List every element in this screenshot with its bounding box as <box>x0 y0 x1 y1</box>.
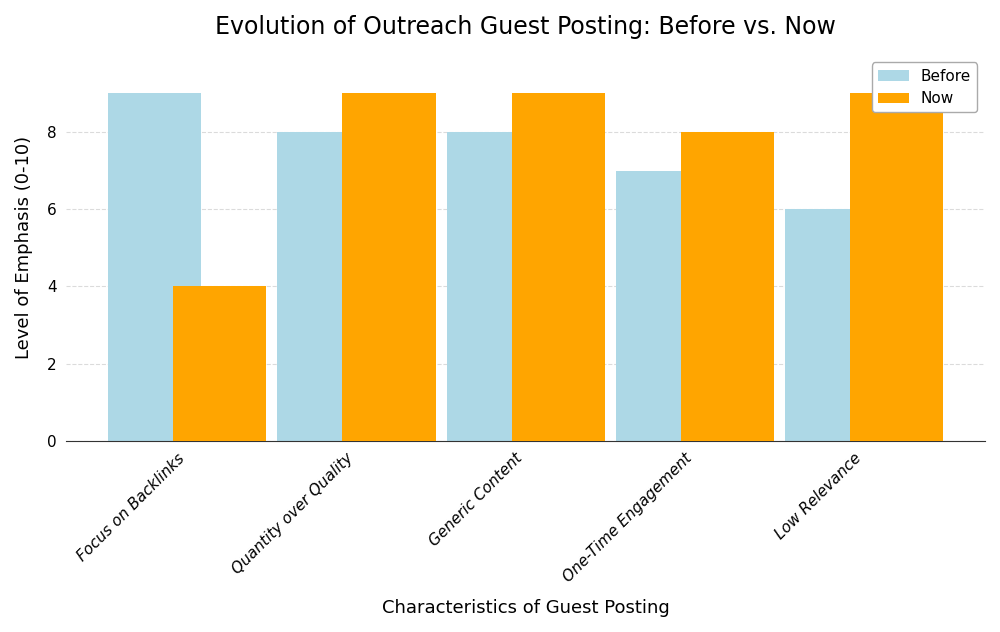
Legend: Before, Now: Before, Now <box>872 63 977 112</box>
Bar <box>342 94 436 441</box>
Bar <box>447 132 540 441</box>
Bar <box>277 132 370 441</box>
Bar <box>681 132 774 441</box>
X-axis label: Characteristics of Guest Posting: Characteristics of Guest Posting <box>382 599 670 617</box>
Bar <box>108 94 201 441</box>
Title: Evolution of Outreach Guest Posting: Before vs. Now: Evolution of Outreach Guest Posting: Bef… <box>215 15 836 39</box>
Bar <box>616 171 709 441</box>
Y-axis label: Level of Emphasis (0-10): Level of Emphasis (0-10) <box>15 137 33 360</box>
Bar <box>785 209 878 441</box>
Bar <box>173 286 266 441</box>
Bar <box>512 94 605 441</box>
Bar <box>850 94 943 441</box>
